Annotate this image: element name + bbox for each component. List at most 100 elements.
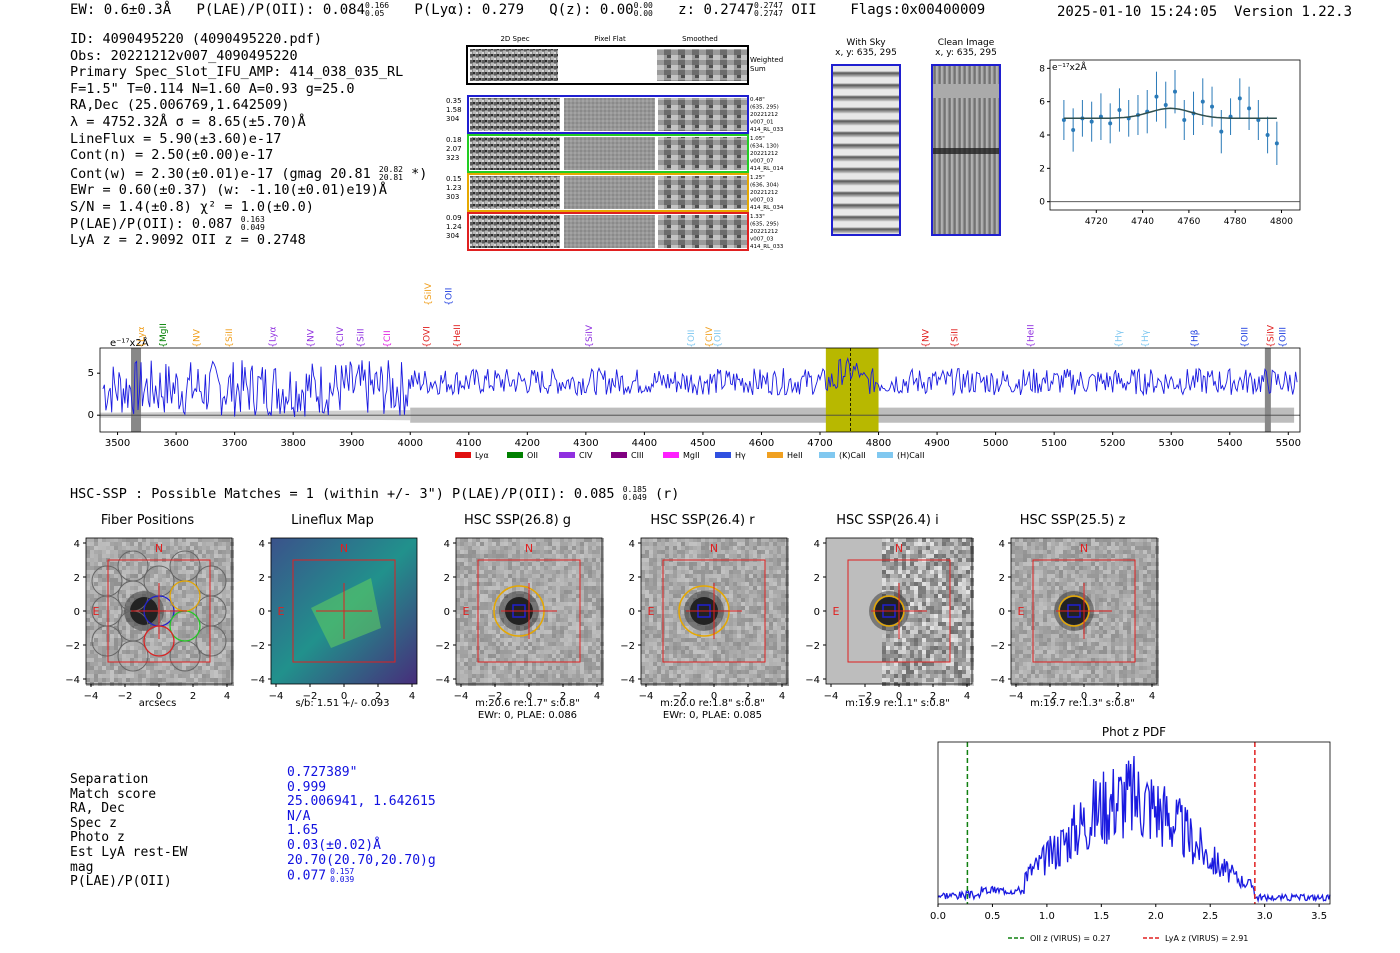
fiber-circle [195,625,227,657]
hsc-ytick: −4 [65,675,80,686]
svg-text:SiIV: SiIV [1267,324,1277,342]
search-box [292,559,396,663]
header-bar: EW: 0.6±0.3Å P(LAE)/P(OII): 0.0840.166 0.… [70,1,985,19]
cutout-row-meta: 414_RL_033 [750,127,784,133]
svg-text:{: { [1267,342,1277,348]
hsc-ytick: −2 [250,641,265,652]
hsc-ytick: 4 [999,539,1005,550]
north-label: N [1080,542,1088,555]
hsc-xtick: −4 [824,691,839,700]
hsc-ytick: −4 [990,675,1005,686]
east-label: E [278,605,285,618]
zoom-point [1274,141,1279,146]
match-label: Match score [70,786,157,802]
svg-text:NV: NV [193,328,203,342]
legend-swatch [819,452,835,458]
full-spectrum-chart: e⁻¹⁷x2Å 0 5 3500 3600 3700 3800 3900 4000 4100 420… [88,282,1301,460]
fiber-circle [117,640,149,672]
zoom-spectrum-chart: e⁻¹⁷x2Å 0 2 4 6 8 4720 4740 4760 4780 4800 [1039,59,1301,227]
hsc-ytick: 2 [999,573,1005,584]
match-value: 20.70(20.70,20.70)g [287,852,436,868]
legend-label: OII [527,451,538,460]
svg-text:Lyα: Lyα [269,326,279,342]
photz-xtick: 1.5 [1093,911,1109,922]
emission-line-marker: SiIV{ [1267,324,1277,348]
cutout-row-meta: 20221212 [750,112,778,118]
header-plya: P(Lyα): 0.279 [414,2,524,18]
match-label: RA, Dec [70,801,125,817]
with-sky-image [831,64,901,236]
cutout-row-value: 0.15 [446,175,462,183]
hsc-xtick: −4 [454,691,469,700]
cutout-row-meta: (636, 304) [750,183,779,189]
spectrum-xtick: 4400 [632,438,657,449]
svg-text:{: { [424,300,434,306]
hsc-ytick: 0 [74,607,80,618]
info-line: Obs: 20221212v007_4090495220 [70,47,298,64]
fiber-circle [117,550,149,582]
legend-label: CIV [579,451,593,460]
hsc-panel-caption: m:19.7 re:1.3" s:0.8" [1030,698,1135,709]
zoom-point [1071,128,1076,132]
info-sn: S/N = 1.4(±0.8) χ² = 1.0(±0.0) [70,198,314,215]
hsc-xtick: 2 [375,691,381,700]
svg-text:HeII: HeII [453,324,463,342]
hsc-xtick: 4 [594,691,600,700]
match-value: 0.03(±0.02)Å [287,837,381,853]
masked-edge [131,348,142,432]
legend-label: HeII [787,451,803,460]
match-label: Separation [70,772,149,787]
match-label: mag [70,859,94,875]
cutout-row-value: 304 [446,232,460,240]
svg-text:SiII: SiII [225,328,235,342]
svg-text:SiIV: SiIV [424,282,434,300]
info-line: LineFlux = 5.90(±3.60)e-17 [70,130,282,147]
emission-line-marker: Hγ{ [1141,329,1151,348]
svg-text:{: { [1240,342,1250,348]
hsc-ytick: −4 [805,675,820,686]
photz-xtick: 1.0 [1039,911,1055,922]
emission-line-marker: CII{ [383,330,393,347]
match-value: 25.006941, 1.642615 [287,794,436,810]
info-line: F=1.5" T=0.114 N=1.60 A=0.93 g=25.0 [70,80,355,97]
svg-text:{: { [1191,342,1201,348]
match-value: 1.65 [287,823,319,839]
svg-text:{: { [687,342,697,348]
cutout-row-meta: 414_RL_014 [750,166,784,172]
zoom-point [1163,103,1168,107]
info-line: ID: 4090495220 (4090495220.pdf) [70,31,322,47]
east-label: E [833,605,840,618]
hsc-xtick: 2 [745,691,751,700]
spectrum-ytick: 0 [88,410,94,421]
svg-text:{: { [1141,342,1151,348]
svg-text:{: { [585,342,595,348]
spectrum-xtick: 5000 [983,438,1008,449]
legend-swatch [611,452,627,458]
cutout-row-value: 323 [446,154,459,162]
svg-text:Hγ: Hγ [1141,329,1151,342]
svg-text:{: { [336,342,346,348]
header-version: 2025-01-10 15:24:05 Version 1.22.3 [1057,4,1352,20]
svg-text:SiII: SiII [356,328,366,342]
emission-line-marker: Hβ{ [1191,329,1201,348]
legend-label: Hγ [735,451,746,460]
header-qz: Q(z): 0.00 [549,2,634,18]
zoom-point [1247,106,1252,111]
svg-text:{: { [1115,342,1125,348]
info-lya: LyA z = 2.9092 OII z = 0.2748 [70,232,306,249]
hsc-xtick: 0 [711,691,717,700]
match-label: P(LAE)/P(OII) [70,874,172,890]
hsc-panel-title: HSC SSP(26.8) g [463,513,572,528]
match-value: 0.999 [287,779,327,795]
emission-line-marker: SiIV{ [424,282,434,306]
emission-line-marker: Lyα{ [269,326,279,347]
svg-text:{: { [159,342,169,348]
hsc-ytick: −2 [620,641,635,652]
emission-line-marker: OII{ [714,330,724,348]
hsc-ytick: −4 [435,675,450,686]
zoom-fit-line [1063,107,1277,120]
hsc-ytick: 4 [444,539,450,550]
header-plae-range: 0.166 0.05 [365,1,390,18]
svg-text:{: { [453,342,463,348]
hsc-ytick: −2 [65,641,80,652]
